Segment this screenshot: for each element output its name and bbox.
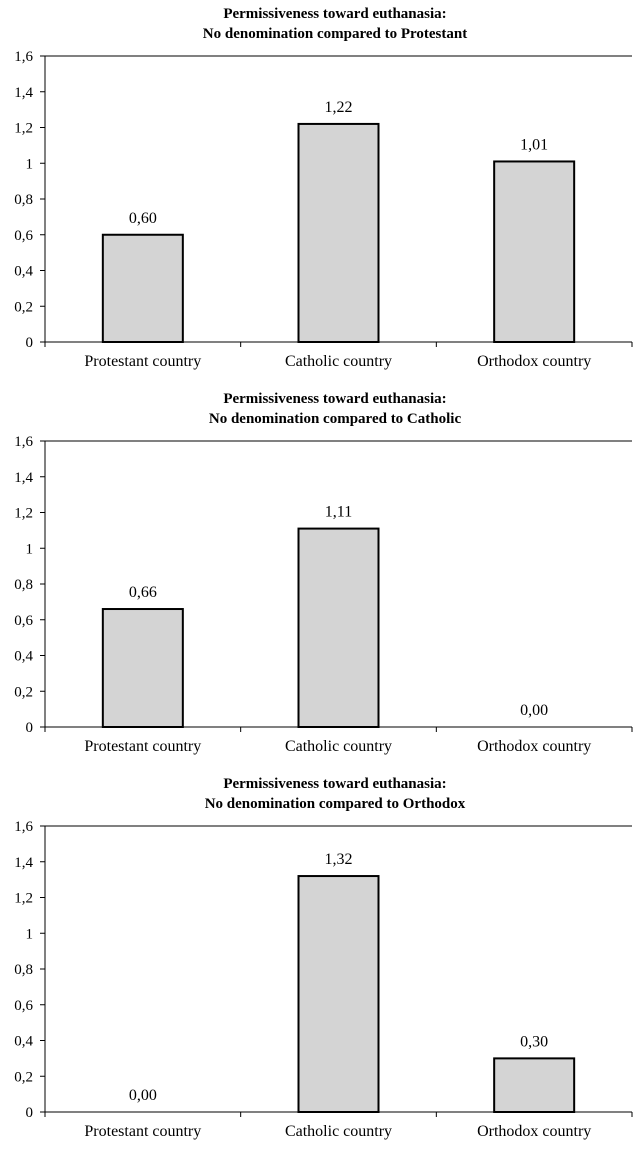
chart-title: Permissiveness toward euthanasia: bbox=[223, 776, 446, 792]
chart-title: Permissiveness toward euthanasia: bbox=[223, 391, 446, 407]
y-tick-label: 1 bbox=[26, 156, 34, 172]
y-tick-label: 0,4 bbox=[14, 264, 33, 280]
y-tick-label: 1,6 bbox=[14, 819, 33, 835]
data-label: 1,01 bbox=[520, 136, 548, 153]
y-tick-label: 0,6 bbox=[14, 228, 33, 244]
data-label: 1,32 bbox=[325, 851, 353, 868]
y-tick-label: 1,2 bbox=[14, 891, 33, 907]
data-label: 0,30 bbox=[520, 1033, 548, 1050]
x-category-label: Orthodox country bbox=[477, 738, 591, 755]
x-category-label: Catholic country bbox=[285, 1123, 392, 1140]
x-category-label: Orthodox country bbox=[477, 1123, 591, 1140]
y-tick-label: 1,4 bbox=[14, 855, 33, 871]
y-tick-label: 0 bbox=[26, 335, 34, 351]
y-tick-label: 1,4 bbox=[14, 85, 33, 101]
y-tick-label: 0 bbox=[26, 720, 34, 736]
x-category-label: Protestant country bbox=[84, 353, 201, 370]
y-tick-label: 0,4 bbox=[14, 1034, 33, 1050]
data-label: 0,60 bbox=[129, 210, 157, 227]
data-label: 1,11 bbox=[325, 504, 352, 521]
y-tick-label: 0,6 bbox=[14, 613, 33, 629]
y-tick-label: 1,2 bbox=[14, 121, 33, 137]
y-tick-label: 1,2 bbox=[14, 506, 33, 522]
x-category-label: Protestant country bbox=[84, 738, 201, 755]
y-tick-label: 0,4 bbox=[14, 649, 33, 665]
data-label: 0,66 bbox=[129, 584, 157, 601]
y-tick-label: 1 bbox=[26, 926, 34, 942]
y-tick-label: 1,4 bbox=[14, 470, 33, 486]
x-category-label: Catholic country bbox=[285, 353, 392, 370]
data-label: 0,00 bbox=[520, 702, 548, 719]
y-tick-label: 1,6 bbox=[14, 49, 33, 65]
x-category-label: Catholic country bbox=[285, 738, 392, 755]
data-label: 1,22 bbox=[325, 99, 353, 116]
y-tick-label: 0,6 bbox=[14, 998, 33, 1014]
y-tick-label: 0,8 bbox=[14, 577, 33, 593]
bar-catholic-country bbox=[297, 122, 380, 343]
bar-catholic-country bbox=[297, 527, 380, 728]
y-tick-label: 0,2 bbox=[14, 1069, 33, 1085]
y-tick-label: 0,2 bbox=[14, 299, 33, 315]
y-tick-label: 0,8 bbox=[14, 192, 33, 208]
y-tick-label: 1,6 bbox=[14, 434, 33, 450]
y-tick-label: 0 bbox=[26, 1105, 34, 1121]
chart-subtitle: No denomination compared to Orthodox bbox=[205, 796, 466, 812]
chart-catholic-comparison: Permissiveness toward euthanasia: No deno… bbox=[14, 391, 633, 755]
y-tick-label: 1 bbox=[26, 541, 34, 557]
data-label: 0,00 bbox=[129, 1087, 157, 1104]
chart-orthodox-comparison: Permissiveness toward euthanasia: No deno… bbox=[14, 776, 633, 1140]
bar-orthodox-country bbox=[493, 1057, 576, 1113]
bar-orthodox-country bbox=[493, 160, 576, 343]
x-category-label: Protestant country bbox=[84, 1123, 201, 1140]
bar-protestant-country bbox=[101, 233, 184, 343]
bar-catholic-country bbox=[297, 875, 380, 1113]
chart-title: Permissiveness toward euthanasia: bbox=[223, 6, 446, 22]
bar-protestant-country bbox=[101, 608, 184, 728]
y-tick-label: 0,2 bbox=[14, 684, 33, 700]
chart-subtitle: No denomination compared to Catholic bbox=[209, 411, 462, 427]
chart-subtitle: No denomination compared to Protestant bbox=[203, 26, 467, 42]
x-category-label: Orthodox country bbox=[477, 353, 591, 370]
chart-protestant-comparison: Permissiveness toward euthanasia: No deno… bbox=[14, 6, 633, 370]
y-tick-label: 0,8 bbox=[14, 962, 33, 978]
